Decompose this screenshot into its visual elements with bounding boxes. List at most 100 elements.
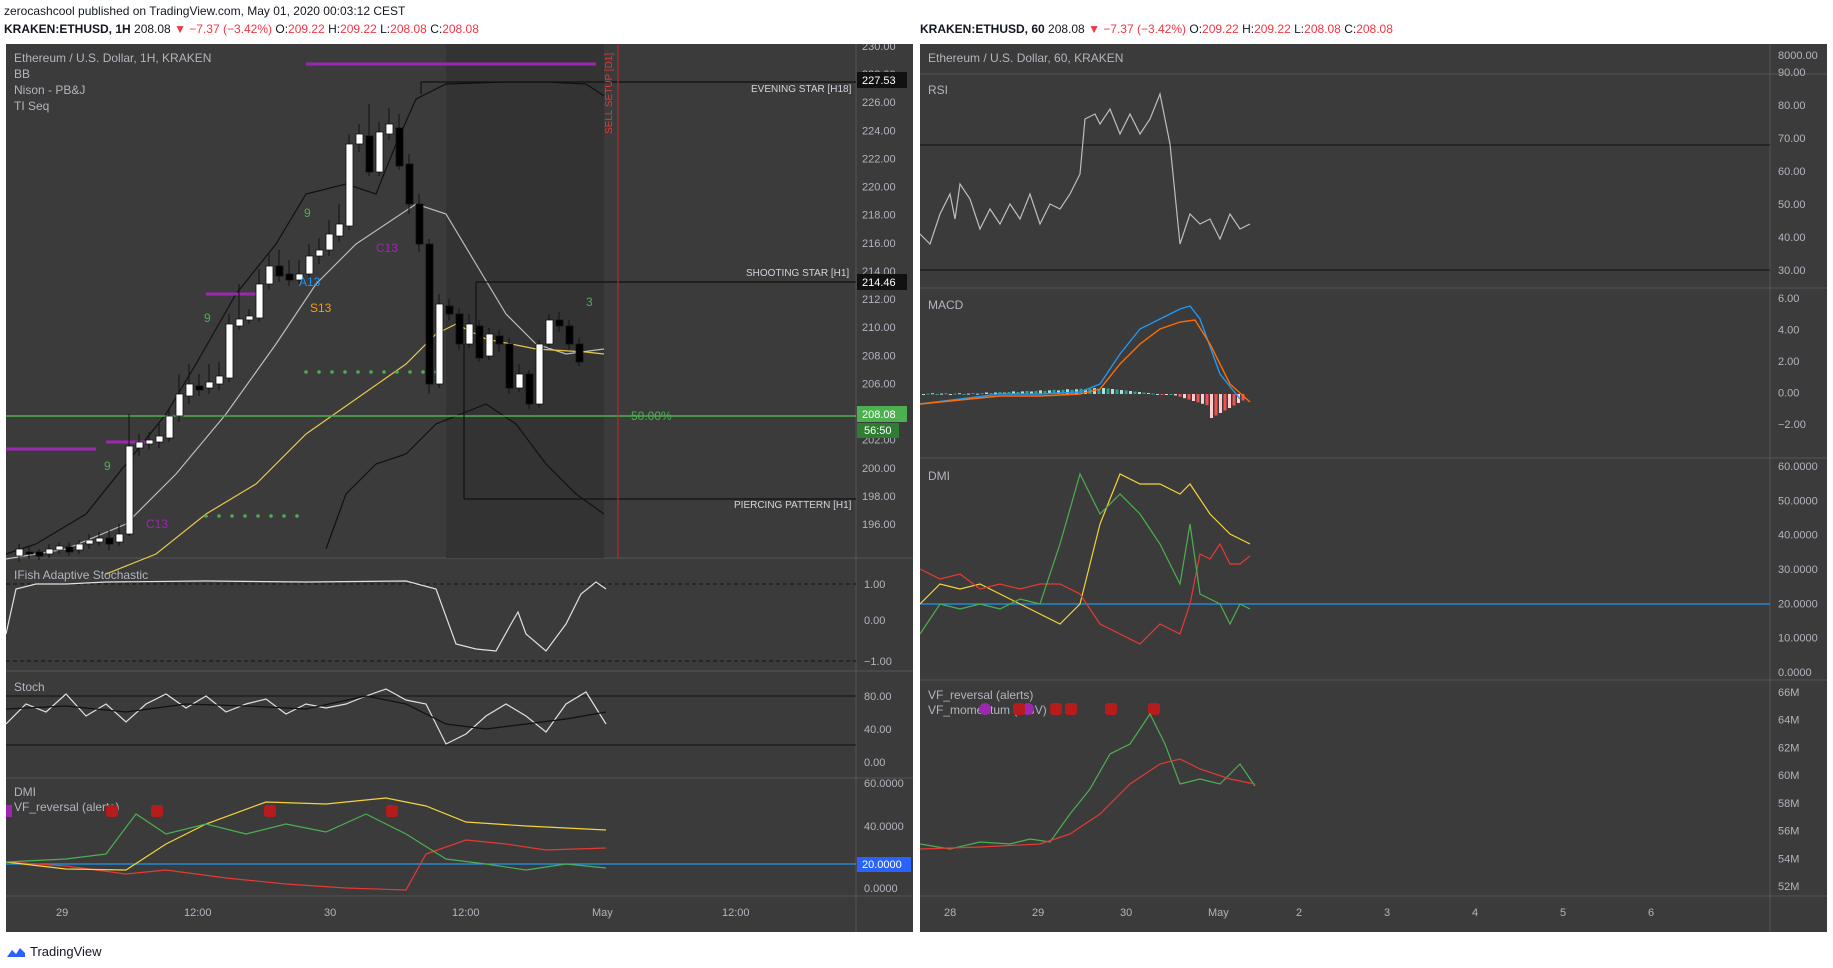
left-price: 208.08 xyxy=(134,22,171,36)
candle-body xyxy=(185,383,194,397)
candle-body xyxy=(135,441,144,449)
axis-tick-label: 224.00 xyxy=(862,125,896,137)
alert-h-marker xyxy=(264,805,276,817)
candles-group xyxy=(15,104,584,562)
axis-tick-label: 52M xyxy=(1778,881,1799,893)
candle-body xyxy=(25,551,34,555)
axis-tick-label: 58M xyxy=(1778,798,1799,810)
vf-reversal-label[interactable]: VF_reversal (alerts) xyxy=(14,800,119,814)
right-dmi-minus-line xyxy=(920,542,1251,645)
candle-body xyxy=(465,323,474,345)
seq-label-s13: S13 xyxy=(310,301,332,315)
time-label: 2 xyxy=(1296,907,1302,919)
macd-hist-bar xyxy=(1039,390,1042,394)
support-dot xyxy=(295,514,299,518)
candle-body xyxy=(55,545,64,551)
candle-body xyxy=(125,445,134,535)
right-chart-canvas[interactable]: Ethereum / U.S. Dollar, 60, KRAKEN 8000.… xyxy=(920,44,1827,932)
right-symbol[interactable]: KRAKEN:ETHUSD, 60 xyxy=(920,22,1045,36)
left-o-value: 209.22 xyxy=(288,22,325,36)
axis-tick-label: 54M xyxy=(1778,853,1799,865)
macd-hist-bar xyxy=(1142,392,1146,394)
support-dot xyxy=(369,370,373,374)
macd-hist-bar xyxy=(976,393,979,395)
ifish-label[interactable]: IFish Adaptive Stochastic xyxy=(14,568,148,582)
macd-hist-bar xyxy=(1151,393,1155,395)
left-chart[interactable]: 50.00% EVENING STAR [H18] SHOOTING STAR … xyxy=(6,44,913,932)
time-label: May xyxy=(1208,907,1229,919)
macd-hist-bar xyxy=(940,393,943,395)
dmi-label[interactable]: DMI xyxy=(14,785,36,799)
indicator-bb[interactable]: BB xyxy=(14,67,30,81)
countdown-text: 56:50 xyxy=(864,425,892,437)
support-dot xyxy=(421,370,425,374)
dmi-20-tag xyxy=(857,857,911,872)
macd-hist-bar xyxy=(1178,394,1182,397)
right-dmi-plus-line xyxy=(920,472,1251,635)
obv-ma-line xyxy=(920,758,1256,850)
right-chart[interactable]: Ethereum / U.S. Dollar, 60, KRAKEN 8000.… xyxy=(920,44,1827,932)
macd-hist-bar xyxy=(1048,390,1051,394)
alert-h-marker xyxy=(106,805,118,817)
axis-tick-label: 60M xyxy=(1778,770,1799,782)
macd-hist-bar xyxy=(1003,392,1006,394)
axis-tick-label: 6.00 xyxy=(1778,293,1799,305)
macd-hist-bar xyxy=(1187,394,1191,400)
stoch-k-line xyxy=(6,688,607,745)
left-o-label: O: xyxy=(275,22,289,36)
right-top-axis: 8000.00 xyxy=(1778,50,1818,62)
axis-tick-label: 230.00 xyxy=(862,44,896,53)
macd-hist-bar xyxy=(1228,394,1231,408)
macd-hist-bar xyxy=(1030,391,1033,394)
vf-alert-markers-right xyxy=(979,703,1160,715)
macd-hist-bar xyxy=(971,393,975,395)
macd-signal-line xyxy=(920,319,1251,405)
rsi-line xyxy=(920,91,1251,246)
candle-body xyxy=(245,315,254,321)
candle-body xyxy=(215,375,224,385)
session-shade xyxy=(446,44,604,558)
candle-body xyxy=(225,323,234,379)
time-label: 4 xyxy=(1472,907,1478,919)
left-symbol[interactable]: KRAKEN:ETHUSD, 1H xyxy=(4,22,131,36)
candle-body xyxy=(65,546,74,553)
candle-body xyxy=(535,343,544,405)
indicator-ti-seq[interactable]: TI Seq xyxy=(14,99,49,113)
time-label: 5 xyxy=(1560,907,1566,919)
left-chart-canvas[interactable]: 50.00% EVENING STAR [H18] SHOOTING STAR … xyxy=(6,44,913,932)
stoch-label[interactable]: Stoch xyxy=(14,680,45,694)
time-label: 29 xyxy=(1032,907,1044,919)
right-dmi-label[interactable]: DMI xyxy=(928,469,950,483)
support-dot xyxy=(408,370,412,374)
macd-hist-bar xyxy=(926,393,930,395)
price-tag-current xyxy=(857,406,907,422)
macd-label[interactable]: MACD xyxy=(928,298,964,312)
candle-body xyxy=(375,131,384,173)
macd-hist-bar xyxy=(1120,390,1123,394)
macd-hist-bar xyxy=(1012,391,1015,394)
indicator-nison[interactable]: Nison - PB&J xyxy=(14,83,85,97)
axis-tick-label: 0.0000 xyxy=(1778,667,1812,679)
axis-tick-label: 60.0000 xyxy=(1778,461,1818,473)
alert-h-marker xyxy=(1050,703,1062,715)
candle-body xyxy=(395,127,404,167)
axis-tick-label: 218.00 xyxy=(862,210,896,222)
tradingview-footer[interactable]: TradingView xyxy=(6,944,102,959)
macd-hist-bar xyxy=(1147,393,1150,394)
bb-basis-line xyxy=(6,203,605,560)
candle-body xyxy=(385,123,394,135)
price-tag-227-text: 227.53 xyxy=(862,75,896,87)
candle-body xyxy=(145,439,154,445)
candle-body xyxy=(105,537,114,545)
candle-body xyxy=(505,343,514,389)
alert-h-marker xyxy=(386,805,398,817)
vf-reversal-label-right[interactable]: VF_reversal (alerts) xyxy=(928,688,1033,702)
dmi-axis-60: 60.0000 xyxy=(864,778,904,790)
candle-body xyxy=(255,283,264,319)
support-dot xyxy=(269,514,273,518)
seq-label-a13: A13 xyxy=(299,275,321,289)
rsi-label[interactable]: RSI xyxy=(928,83,948,97)
macd-hist-bar xyxy=(1034,390,1038,394)
candle-body xyxy=(15,548,24,557)
candle-body xyxy=(285,273,294,281)
